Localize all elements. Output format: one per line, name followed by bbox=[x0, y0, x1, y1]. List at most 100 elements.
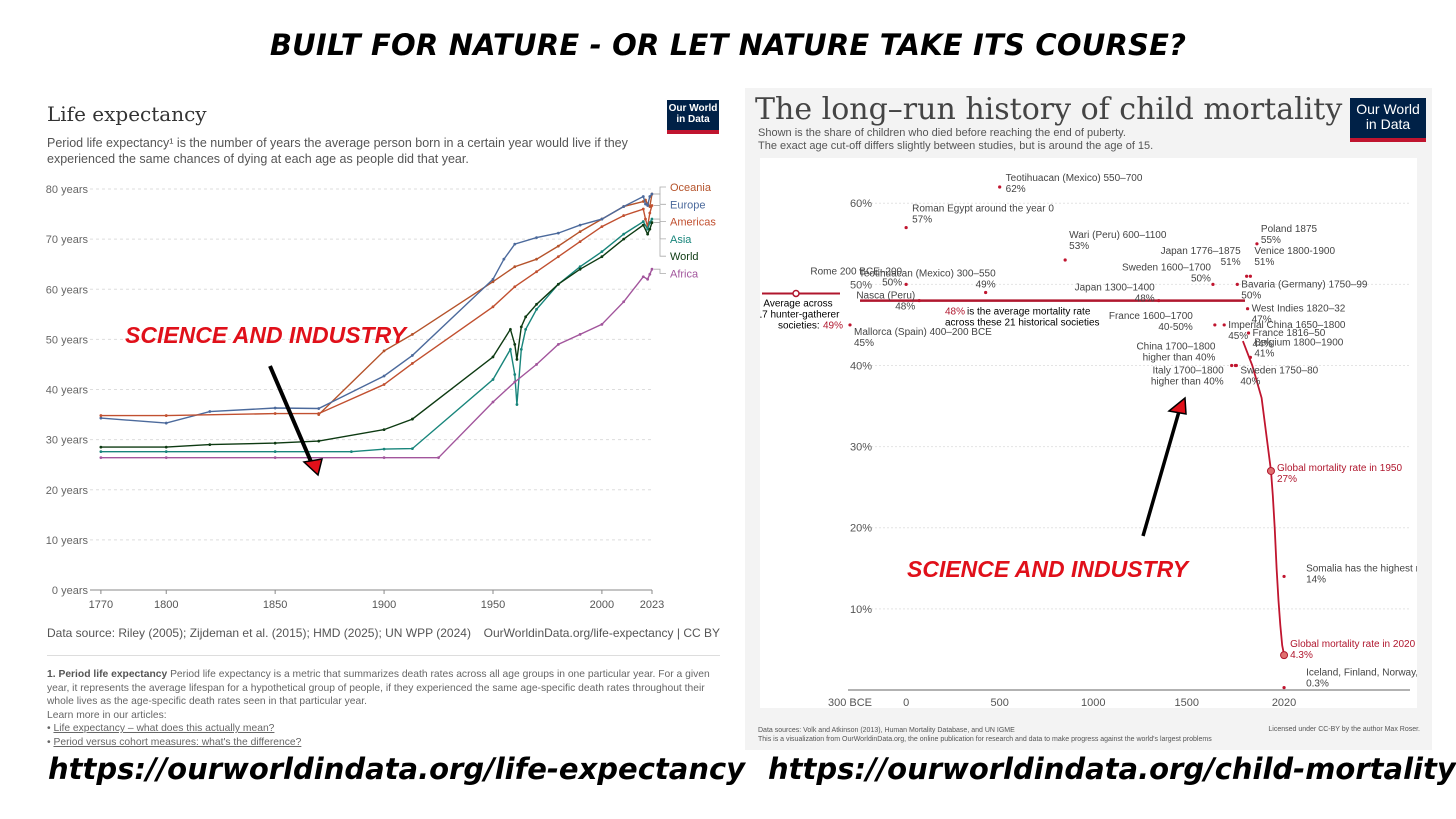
data-point bbox=[641, 220, 645, 223]
data-point bbox=[1157, 298, 1161, 303]
data-point bbox=[648, 227, 652, 231]
x-tick-label: 2020 bbox=[1272, 697, 1296, 708]
point-value: 45% bbox=[1228, 331, 1248, 342]
data-point bbox=[1235, 282, 1239, 286]
life-expectancy-link[interactable]: https://ourworldindata.org/life-expectan… bbox=[48, 752, 746, 786]
point-label: Japan 1300–1400 bbox=[1075, 283, 1156, 294]
article-link-1[interactable]: Life expectancy – what does this actuall… bbox=[53, 723, 275, 734]
point-value: 44% bbox=[1253, 339, 1273, 350]
point-label: Bavaria (Germany) 1750–99 bbox=[1241, 279, 1368, 290]
cm-license: Licensed under CC-BY by the author Max R… bbox=[1268, 726, 1420, 733]
data-point bbox=[535, 363, 538, 366]
data-point bbox=[491, 378, 495, 381]
article-link-2[interactable]: Period versus cohort measures: what's th… bbox=[53, 736, 302, 748]
data-point bbox=[208, 410, 212, 413]
point-value: 51% bbox=[1221, 257, 1241, 268]
point-label: Rome 200 BCE–200 bbox=[810, 266, 902, 277]
data-point bbox=[99, 456, 103, 460]
hg-value: 49% bbox=[823, 320, 843, 331]
owid-logo[interactable]: Our World in Data bbox=[1350, 98, 1426, 142]
data-point bbox=[513, 242, 517, 246]
data-point bbox=[273, 412, 277, 415]
data-point bbox=[644, 202, 647, 206]
legend-label-world: World bbox=[670, 251, 699, 263]
data-point bbox=[600, 255, 604, 259]
point-label: West Indies 1820–32 bbox=[1252, 304, 1346, 315]
data-point bbox=[984, 290, 988, 295]
data-point bbox=[556, 231, 560, 235]
x-tick-label: 1500 bbox=[1175, 697, 1199, 708]
data-point bbox=[535, 270, 538, 274]
hg-label-1: Average across bbox=[763, 298, 832, 309]
data-point bbox=[99, 445, 103, 449]
data-point bbox=[410, 332, 414, 336]
data-point bbox=[1213, 323, 1217, 327]
data-point bbox=[648, 205, 652, 208]
annotation-science-industry: SCIENCE AND INDUSTRY bbox=[125, 322, 409, 348]
point-label: Italy 1700–1800 bbox=[1153, 365, 1225, 376]
le-data-source: Data source: Riley (2005); Zijdeman et a… bbox=[47, 626, 471, 640]
x-tick-label: 1950 bbox=[481, 599, 505, 611]
data-point bbox=[317, 412, 321, 415]
le-chart-title: Life expectancy bbox=[47, 102, 207, 126]
y-tick-label: 10% bbox=[850, 604, 872, 616]
hg-label-2: 17 hunter-gatherer bbox=[760, 309, 840, 320]
point-label: Sweden 1750–80 bbox=[1240, 365, 1318, 376]
point-label: Venice 1800-1900 bbox=[1254, 246, 1335, 257]
series-line-europe bbox=[100, 193, 653, 424]
le-url[interactable]: OurWorldinData.org/life-expectancy | CC … bbox=[483, 626, 720, 640]
cm-about: This is a visualization from OurWorldinD… bbox=[758, 736, 1212, 743]
data-point bbox=[164, 414, 168, 417]
data-point bbox=[556, 255, 560, 259]
data-point bbox=[509, 327, 512, 331]
point-label: Mallorca (Spain) 400–200 BCE bbox=[854, 327, 992, 338]
data-point bbox=[317, 407, 321, 410]
data-point bbox=[650, 192, 654, 196]
data-point bbox=[998, 185, 1002, 189]
data-point bbox=[1246, 331, 1251, 335]
data-point bbox=[513, 265, 517, 269]
data-point bbox=[650, 267, 654, 271]
point-value: 27% bbox=[1277, 474, 1297, 485]
data-point bbox=[600, 225, 604, 228]
cm-footer: Data sources: Volk and Atkinson (2013), … bbox=[758, 726, 1298, 744]
point-value: 40% bbox=[1240, 376, 1260, 387]
legend-label-africa: Africa bbox=[670, 269, 699, 281]
y-tick-label: 30% bbox=[850, 442, 872, 454]
hunter-gatherer-point bbox=[792, 289, 800, 298]
life-expectancy-panel: Life expectancy Period life expectancy¹ … bbox=[30, 88, 730, 758]
child-mortality-link[interactable]: https://ourworldindata.org/child-mortali… bbox=[768, 752, 1456, 786]
data-point bbox=[515, 403, 519, 406]
data-point bbox=[641, 207, 645, 211]
owid-logo[interactable]: Our World in Data bbox=[667, 100, 719, 134]
data-point bbox=[208, 443, 212, 447]
cm-plot-area: 10% 20% 30% 40% 50% 60% 300 BCE 0 500 1000 1500 202… bbox=[757, 158, 1456, 709]
data-point bbox=[578, 267, 582, 271]
point-value: 48% bbox=[895, 302, 915, 313]
data-point bbox=[513, 380, 517, 384]
legend-connector bbox=[654, 205, 666, 222]
data-point bbox=[646, 227, 650, 231]
data-point bbox=[513, 373, 517, 376]
y-tick-label: 0 years bbox=[52, 585, 89, 597]
y-tick-label: 10 years bbox=[46, 535, 89, 547]
data-point bbox=[515, 358, 519, 361]
cm-subtitle-2: The exact age cut-off differs slightly b… bbox=[758, 140, 1154, 152]
y-tick-label: 50% bbox=[850, 279, 872, 291]
data-point bbox=[648, 221, 652, 224]
global-mortality-line bbox=[1242, 340, 1285, 656]
point-label: Poland 1875 bbox=[1261, 224, 1318, 235]
point-value: 49% bbox=[976, 279, 996, 290]
annotation-arrowhead bbox=[1167, 396, 1187, 415]
point-value: 62% bbox=[1006, 184, 1026, 195]
data-point bbox=[1280, 651, 1289, 660]
data-point bbox=[1245, 307, 1250, 311]
data-point bbox=[164, 456, 168, 460]
le-footnote: 1. Period life expectancy Period life ex… bbox=[47, 669, 710, 748]
data-point bbox=[1230, 363, 1234, 368]
data-point bbox=[917, 298, 921, 303]
series-line-world bbox=[100, 222, 653, 448]
data-point bbox=[164, 445, 168, 449]
child-mortality-panel: The long–run history of child mortality … bbox=[745, 88, 1456, 750]
data-point bbox=[650, 217, 654, 221]
